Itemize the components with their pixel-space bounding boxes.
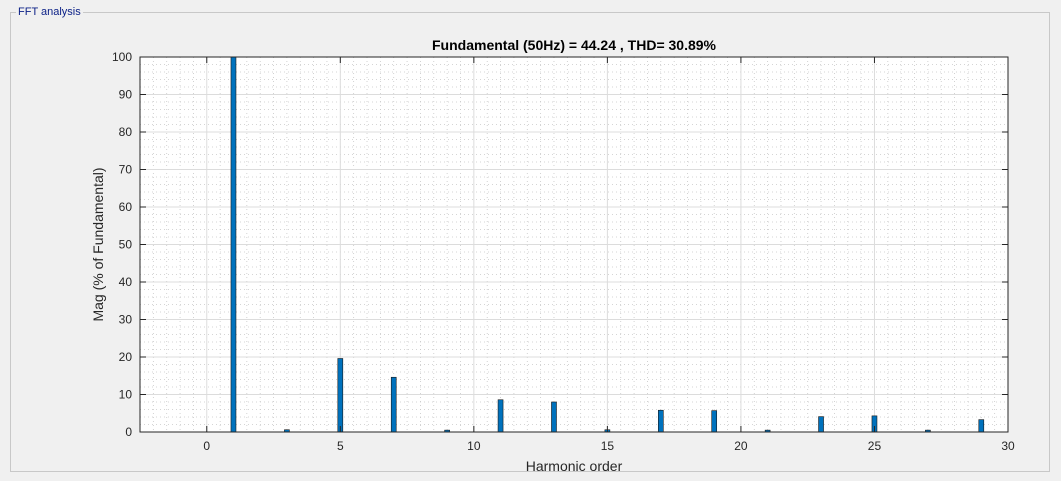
y-tick-label: 30: [119, 313, 133, 327]
y-tick-label: 60: [119, 200, 133, 214]
x-tick-label: 20: [734, 439, 748, 453]
x-tick-label: 25: [868, 439, 882, 453]
bar-harmonic-11: [497, 399, 504, 433]
y-tick-label: 50: [119, 238, 133, 252]
x-tick-label: 5: [337, 439, 344, 453]
y-tick-label: 90: [119, 88, 133, 102]
y-tick-label: 0: [125, 425, 132, 439]
y-tick-label: 20: [119, 350, 133, 364]
fft-analysis-panel: [10, 12, 1050, 472]
minor-grid: [140, 57, 1008, 432]
bar-harmonic-5: [337, 358, 344, 433]
x-tick-label: 10: [467, 439, 481, 453]
x-tick-label: 15: [601, 439, 615, 453]
bar-harmonic-17: [657, 409, 664, 433]
y-tick-label: 40: [119, 275, 133, 289]
bar-harmonic-23: [818, 416, 824, 433]
ticks: [140, 56, 1009, 433]
bar-harmonic-19: [711, 410, 718, 433]
y-tick-label: 10: [119, 388, 133, 402]
bar-harmonic-13: [551, 401, 557, 433]
chart-title: Fundamental (50Hz) = 44.24 , THD= 30.89%: [432, 37, 717, 53]
bar-harmonic-1: [230, 56, 237, 433]
x-tick-label: 0: [203, 439, 210, 453]
bar-harmonic-29: [978, 419, 985, 433]
y-axis-title: Mag (% of Fundamental): [90, 167, 106, 321]
y-tick-label: 80: [119, 125, 133, 139]
x-axis-title: Harmonic order: [526, 458, 623, 474]
y-tick-label: 70: [119, 163, 133, 177]
bar-harmonic-7: [390, 376, 397, 433]
panel-title: FFT analysis: [16, 6, 83, 18]
tick-labels: 0 5 10 15 20 25 30 0 10 20 30 40 50 60 70 80 90 100: [112, 50, 1015, 453]
y-tick-label: 100: [112, 50, 132, 64]
x-tick-label: 30: [1001, 439, 1015, 453]
